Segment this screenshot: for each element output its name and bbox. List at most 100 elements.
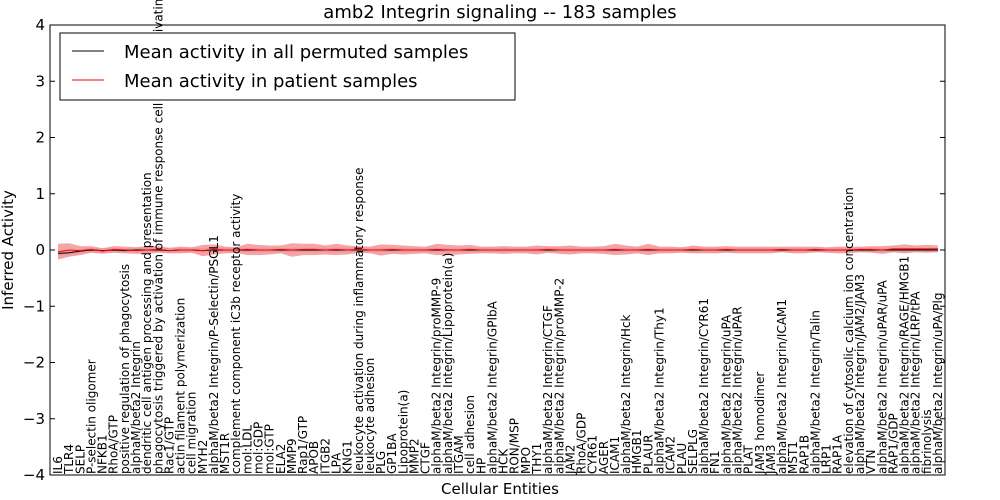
x-tick-label: PLAUR <box>641 434 655 474</box>
legend-box <box>59 32 516 101</box>
x-tick-label: RAP1B <box>797 435 811 474</box>
x-tick-label: RhoA/GDP <box>575 413 589 474</box>
series-lines <box>57 248 938 254</box>
y-tick-label: −3 <box>23 410 45 428</box>
legend: Mean activity in all permuted samples Me… <box>59 32 516 101</box>
x-tick-label: MST1R <box>218 433 232 474</box>
x-tick-label: alphaM/beta2 Integrin/CYR61 <box>697 298 711 474</box>
x-tick-label: mol:LDL <box>240 425 254 474</box>
x-tick-label: ICAM1 <box>608 436 622 474</box>
x-tick-label: PLG <box>374 451 388 474</box>
x-tick-label: MMP9 <box>285 438 299 474</box>
x-tick-label: Rap1/GTP <box>296 416 310 474</box>
chart-title: amb2 Integrin signaling -- 183 samples <box>323 2 676 23</box>
legend-label-permuted: Mean activity in all permuted samples <box>124 42 468 63</box>
x-tick-label: leukocyte adhesion <box>363 358 377 474</box>
x-tick-label: CYR61 <box>586 435 600 474</box>
x-tick-label: KNG1 <box>341 440 355 474</box>
patient-band <box>58 243 938 260</box>
x-tick-label: RON/MSP <box>508 418 522 474</box>
x-tick-label: TLR4 <box>62 444 76 475</box>
x-tick-label: alphaM/beta2 Integrin/uPAR/uPA <box>875 279 889 474</box>
x-tick-label: APOB <box>307 441 321 474</box>
y-tick-label: −1 <box>23 297 45 315</box>
x-tick-label: MYH2 <box>196 440 210 474</box>
y-tick-label: 0 <box>35 241 45 259</box>
x-tick-label: actin filament polymerization <box>174 298 188 474</box>
x-tick-label: Rac1/GTP <box>162 417 176 474</box>
x-tick-label: SELPLG <box>686 429 700 474</box>
x-tick-label: NFKB1 <box>96 434 110 474</box>
y-tick-label: 2 <box>35 129 45 147</box>
x-tick-label: GP1BA <box>385 433 399 474</box>
y-tick-label: −2 <box>23 354 45 372</box>
x-tick-label: MST1 <box>786 441 800 474</box>
x-tick-label: alphaM/beta2 Integrin/Talin <box>809 310 823 474</box>
x-tick-label: ITGB2 <box>318 438 332 474</box>
x-tick-label: alphaM/beta2 Integrin <box>129 341 143 474</box>
x-tick-label: RhoA/GTP <box>107 415 121 474</box>
legend-label-patient: Mean activity in patient samples <box>124 71 418 92</box>
x-tick-label: alphaM/beta2 Integrin/uPA/Plg <box>931 293 945 474</box>
x-tick-label: alphaM/beta2 Integrin/JAM2/JAM3 <box>853 274 867 474</box>
x-tick-label: leukocyte activation during inflammatory… <box>352 167 366 474</box>
x-tick-label: SELP <box>73 445 87 474</box>
x-tick-label: JAM3 homodimer <box>753 372 767 475</box>
x-tick-label: MPO <box>519 447 533 474</box>
x-tick-label: HCK <box>497 448 511 474</box>
x-tick-label: fibrinolysis <box>920 409 934 474</box>
x-tick-label: phagocytosis triggered by activation of … <box>151 0 165 474</box>
x-tick-label: mol:GDP <box>252 422 266 474</box>
x-tick-label: alphaM/beta2 Integrin/uPA <box>719 314 733 474</box>
x-tick-label: alphaM/beta2 Integrin/ICAM1 <box>775 299 789 474</box>
x-tick-label: alphaM/beta2 Integrin/proMMP-9 <box>430 278 444 474</box>
x-tick-label: alphaM/beta2 Integrin/P-Selectin/PSGL1 <box>207 235 221 474</box>
x-tick-label: alphaM/beta2 Integrin/Hck <box>619 314 633 474</box>
x-tick-label: Lipoprotein(a) <box>396 390 410 474</box>
x-tick-label: complement component iC3b receptor activ… <box>229 194 243 474</box>
x-tick-label: cell migration <box>185 392 199 474</box>
x-tick-label: PLAT <box>742 445 756 474</box>
x-tick-label: LRP1 <box>820 444 834 474</box>
x-tick-label: positive regulation of phagocytosis <box>118 264 132 474</box>
y-axis: −4 −3 −2 −1 0 1 2 3 4 <box>23 16 945 484</box>
x-tick-label: alphaM/beta2 Integrin/Lipoprotein(a) <box>441 253 455 474</box>
x-tick-label: alphaM/beta2 Integrin/GPIbA <box>485 300 499 474</box>
x-tick-label: mol:GTP <box>263 424 277 474</box>
x-tick-label: ICAM2 <box>664 436 678 474</box>
x-tick-label: alphaM/beta2 Integrin/CTGF <box>541 305 555 474</box>
x-tick-label: PLAU <box>675 443 689 474</box>
x-tick-label: RAP1/GDP <box>886 413 900 474</box>
y-tick-label: 4 <box>35 16 45 34</box>
x-tick-label: HMGB1 <box>630 429 644 474</box>
x-tick-label: HP <box>474 458 488 474</box>
x-tick-label: elevation of cytosolic calcium ion conce… <box>842 187 856 474</box>
x-tick-label: ITGAM <box>452 435 466 474</box>
y-tick-label: −4 <box>23 466 45 484</box>
x-tick-label: VTN <box>864 449 878 474</box>
x-tick-label: JAM2 <box>563 444 577 475</box>
plot-frame <box>49 24 946 476</box>
x-tick-label: MMP2 <box>408 438 422 474</box>
x-tick-label: alphaM/beta2 Integrin/Thy1 <box>653 307 667 474</box>
x-tick-label: alphaM/beta2 Integrin/proMMP-2 <box>552 278 566 474</box>
y-tick-label: 1 <box>35 185 45 203</box>
x-tick-label: dendritic cell antigen processing and pr… <box>140 172 154 474</box>
x-tick-label: IL6 <box>51 456 65 474</box>
x-tick-label: AGER <box>597 441 611 474</box>
x-tick-label: RAP1A <box>831 434 845 474</box>
x-tick-label: alphaM/beta2 Integrin/uPAR <box>731 306 745 474</box>
x-tick-label: CTGF <box>419 442 433 474</box>
x-tick-label: ELA2 <box>274 444 288 474</box>
x-tick-label: alphaM/beta2 Integrin/RAGE/HMGB1 <box>898 256 912 474</box>
x-tick-label: THY1 <box>530 443 544 475</box>
x-tick-label: LPA <box>330 452 344 474</box>
confidence-bands <box>58 243 938 260</box>
x-tick-label: alphaM/beta2 Integrin/LRP/tPA <box>909 291 923 474</box>
y-tick-label: 3 <box>35 72 45 90</box>
x-tick-label: JAM3 <box>764 444 778 475</box>
x-tick-label: P-selectin oligomer <box>84 359 98 474</box>
patient-mean-line <box>57 248 938 253</box>
